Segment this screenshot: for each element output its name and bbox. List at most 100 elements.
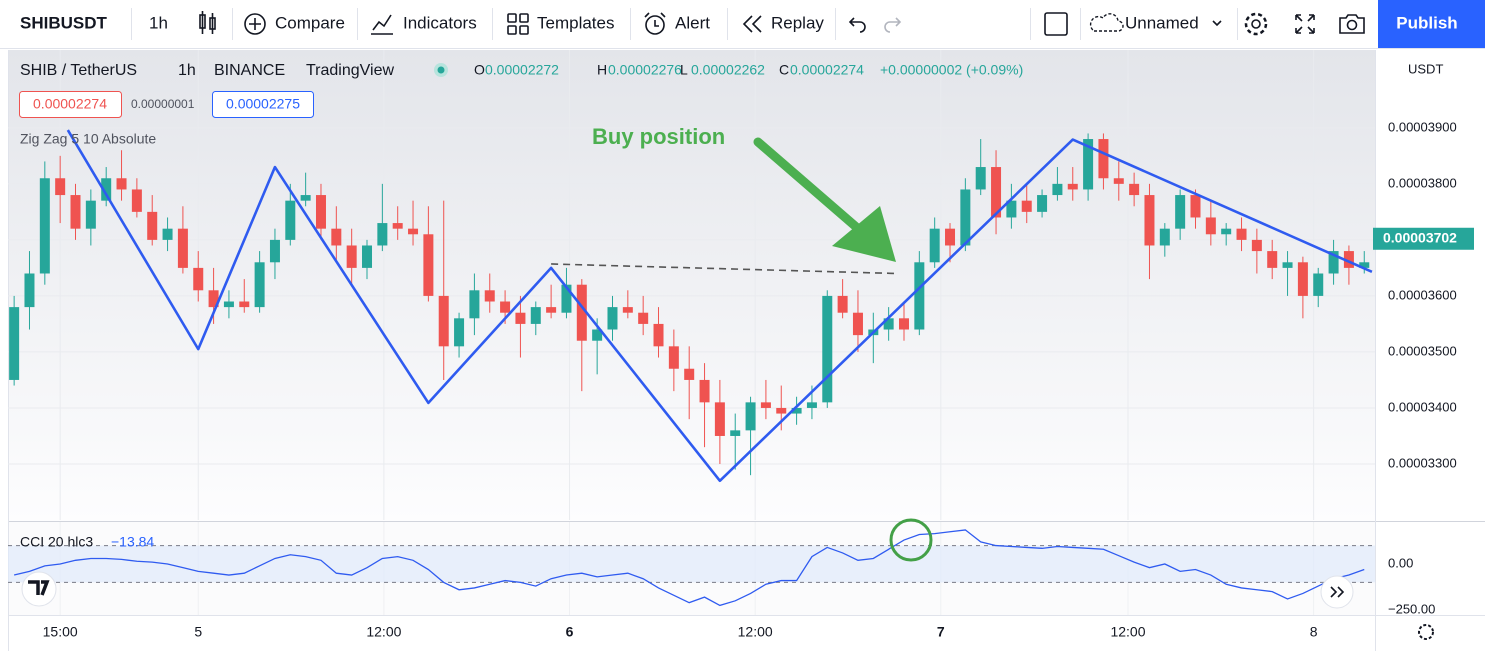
cci-tick-label: −250.00 xyxy=(1388,601,1435,616)
candle-body xyxy=(223,301,234,308)
currency-box[interactable] xyxy=(1402,60,1446,80)
candle-body xyxy=(806,402,817,408)
ohlc-value: 0.00002272 xyxy=(485,62,559,78)
ohlc-change: +0.00000002 (+0.09%) xyxy=(880,62,1023,78)
candle-body xyxy=(315,195,326,229)
x-tick-label: 6 xyxy=(566,624,574,640)
snapshot-icon[interactable] xyxy=(1339,14,1365,34)
x-tick-label: 8 xyxy=(1310,624,1318,640)
alert-icon[interactable] xyxy=(645,15,665,35)
zigzag-line xyxy=(66,129,1373,483)
market-status-dot xyxy=(437,66,445,74)
publish-button[interactable] xyxy=(1378,0,1485,48)
ohlc-key: H xyxy=(597,62,607,78)
publish-label[interactable]: Publish xyxy=(1396,13,1457,32)
candle-body xyxy=(714,402,725,436)
candle-body xyxy=(898,318,909,330)
logo xyxy=(28,580,50,596)
candle-body xyxy=(776,407,787,414)
candle-body xyxy=(1328,251,1339,274)
buy-box[interactable] xyxy=(212,91,314,118)
candle-body xyxy=(1267,251,1278,268)
interval[interactable]: 1h xyxy=(149,13,168,32)
candle-body xyxy=(1037,195,1048,212)
candle-body xyxy=(1098,139,1109,179)
symbol[interactable]: SHIBUSDT xyxy=(20,13,108,32)
candle-body xyxy=(346,245,357,268)
toolbar-button[interactable]: Templates xyxy=(537,13,614,32)
legend-symbol: SHIB / TetherUS xyxy=(20,62,137,79)
layout-name[interactable]: Unnamed xyxy=(1125,13,1199,32)
candle-body xyxy=(684,368,695,380)
templates-icon[interactable] xyxy=(507,13,529,35)
icon-part xyxy=(519,25,529,35)
replay-icon[interactable] xyxy=(742,15,762,33)
layout-chevron[interactable] xyxy=(1212,20,1222,27)
x-tick-label: 12:00 xyxy=(366,624,401,640)
candle-body xyxy=(791,407,802,414)
candle-body xyxy=(638,312,649,324)
candle-body xyxy=(285,200,296,240)
candle-body xyxy=(576,284,587,341)
ohlc-key: C xyxy=(779,62,789,78)
candle-body xyxy=(39,178,50,274)
cci-highlight xyxy=(889,518,933,562)
x-tick-label: 15:00 xyxy=(43,624,78,640)
toolbar xyxy=(0,0,1485,48)
candle-body xyxy=(1359,262,1370,268)
toolbar-button[interactable]: Indicators xyxy=(403,13,477,32)
toolbar-button[interactable]: Compare xyxy=(275,13,345,32)
candle-body xyxy=(55,178,66,196)
settings-icon[interactable] xyxy=(1244,12,1268,36)
candle-body xyxy=(454,318,465,347)
candle-body xyxy=(1083,139,1094,190)
select-layout-icon[interactable] xyxy=(1044,12,1068,36)
candle-body xyxy=(945,228,956,246)
redo-icon[interactable] xyxy=(884,17,902,33)
candle-body xyxy=(1251,239,1262,252)
candle-body xyxy=(837,295,848,313)
candle-body xyxy=(116,178,127,190)
candle-body xyxy=(592,329,603,341)
currency[interactable]: USDT xyxy=(1408,61,1443,76)
level-line xyxy=(551,263,897,275)
sell-price[interactable]: 0.00002274 xyxy=(33,96,107,112)
toolbar-button[interactable]: Replay xyxy=(771,13,824,32)
candle-body xyxy=(1159,228,1170,246)
legend-interval: 1h xyxy=(178,62,196,79)
chart-style-icon[interactable] xyxy=(199,11,216,34)
sell-box[interactable] xyxy=(19,91,122,118)
candle-body xyxy=(561,284,572,313)
fullscreen-icon[interactable] xyxy=(1295,14,1315,34)
candle-body xyxy=(730,430,741,436)
y-tick-label: 0.00003900 xyxy=(1388,119,1457,134)
toolbar-button[interactable]: Alert xyxy=(675,13,710,32)
cci-line xyxy=(13,529,1365,607)
candle-body xyxy=(438,295,449,347)
y-tick-label: 0.00003400 xyxy=(1388,399,1457,414)
compare-icon[interactable] xyxy=(244,13,266,35)
x-tick-label: 12:00 xyxy=(1110,624,1145,640)
y-tick-label: 0.00003600 xyxy=(1388,287,1457,302)
candle-body xyxy=(1067,183,1078,190)
candle-body xyxy=(1297,262,1308,296)
indicators-icon[interactable] xyxy=(371,14,393,35)
icon-part xyxy=(519,13,529,23)
compare-icon-plus xyxy=(249,18,261,30)
candle-body xyxy=(1175,195,1186,229)
y-tick-label: 0.00003800 xyxy=(1388,175,1457,190)
candle-body xyxy=(653,323,664,347)
cloud-icon[interactable] xyxy=(1089,13,1124,32)
candle-body xyxy=(883,318,894,330)
axis-settings[interactable] xyxy=(1418,624,1434,640)
legend-exchange: BINANCE xyxy=(214,62,285,79)
buy-price[interactable]: 0.00002275 xyxy=(226,96,300,112)
candle-body xyxy=(269,239,280,263)
candle-body xyxy=(668,346,679,369)
candle-body xyxy=(101,178,112,201)
candle-body xyxy=(929,228,940,263)
undo-icon[interactable] xyxy=(848,17,866,33)
x-tick-label: 7 xyxy=(937,624,945,640)
price-pane xyxy=(8,50,1375,521)
candle-body xyxy=(699,379,710,403)
